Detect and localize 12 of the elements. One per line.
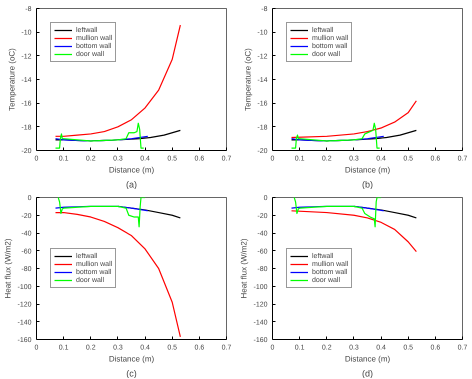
y-axis-title: Heat flux (W/m2) bbox=[3, 238, 12, 299]
text: (d) bbox=[362, 368, 374, 378]
text: (c) bbox=[126, 368, 137, 378]
text: (a) bbox=[126, 180, 138, 190]
y-axis-title: Temperature (oC) bbox=[243, 48, 252, 111]
x-axis-title: Distance (m) bbox=[108, 166, 155, 174]
y-axis-title: Temperature (oC) bbox=[7, 48, 16, 111]
x-axis-title: Distance (m) bbox=[108, 354, 155, 364]
x-axis-title: Distance (m) bbox=[344, 354, 391, 364]
y-axis-title: Heat flux (W/m2) bbox=[239, 238, 248, 299]
x-axis-title: Distance (m) bbox=[344, 166, 391, 174]
text: (b) bbox=[362, 180, 374, 190]
